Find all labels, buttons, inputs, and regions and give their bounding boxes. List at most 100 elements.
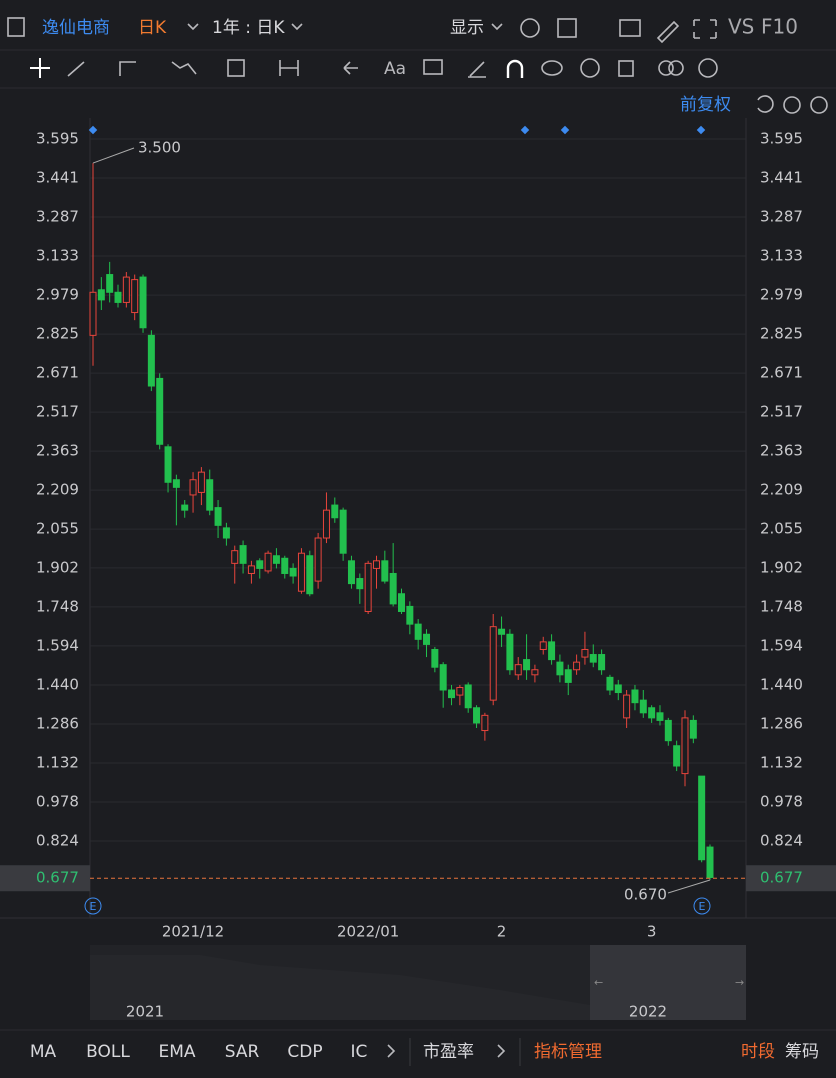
candle-body — [581, 648, 589, 658]
y-tick-label-right: 2.671 — [760, 364, 803, 382]
x-tick-label: 2021/12 — [162, 923, 224, 941]
adjust-mode[interactable]: 前复权 — [680, 95, 731, 115]
fullscreen-icon[interactable] — [693, 19, 717, 39]
y-tick-label-right: 1.748 — [760, 597, 803, 615]
y-tick-label: 1.132 — [36, 753, 79, 771]
dropdown-arrow[interactable] — [187, 23, 199, 31]
link-tool[interactable] — [658, 60, 674, 76]
candle-body — [231, 550, 239, 564]
candle-body — [506, 633, 514, 671]
candle-body — [97, 289, 105, 301]
indicator-tab[interactable]: EMA — [158, 1042, 195, 1062]
vs-button[interactable]: VS — [728, 15, 754, 39]
y-tick-label-right: 2.055 — [760, 520, 803, 538]
candle-body — [114, 291, 122, 303]
session-tab[interactable]: 时段 — [741, 1042, 775, 1062]
delete-tool[interactable] — [618, 60, 634, 77]
candle-body — [664, 719, 672, 742]
high-label: 3.500 — [138, 139, 181, 157]
navigator-handle[interactable]: ← — [594, 976, 603, 989]
last-price-label: 0.677 — [36, 869, 79, 887]
candle-body — [214, 507, 222, 526]
y-tick-label: 1.902 — [36, 558, 79, 576]
polyline-tool[interactable] — [119, 61, 136, 76]
y-tick-label-right: 2.517 — [760, 403, 803, 421]
candle-body — [414, 623, 422, 640]
display[interactable]: 显示 — [450, 18, 484, 38]
hide-tool[interactable] — [580, 58, 600, 78]
range[interactable]: 1年 : 日K — [212, 18, 285, 38]
y-tick-label: 3.133 — [36, 247, 79, 265]
camera-icon[interactable] — [619, 19, 641, 37]
tool-settings[interactable] — [698, 58, 718, 78]
y-tick-label: 2.671 — [36, 364, 79, 382]
scroll-arrow[interactable] — [387, 1044, 396, 1058]
zoom-in[interactable] — [810, 96, 828, 114]
settings-icon[interactable] — [520, 18, 540, 38]
indicator-tab[interactable]: IC — [351, 1042, 368, 1062]
candle-body — [606, 676, 614, 691]
wave-tool[interactable] — [171, 61, 197, 75]
fib-tool[interactable] — [227, 59, 245, 77]
event-label[interactable]: E — [699, 900, 706, 913]
move-tool[interactable] — [30, 58, 50, 78]
link-tool[interactable] — [668, 60, 684, 76]
period[interactable]: 日K — [138, 18, 167, 38]
candle-body — [131, 279, 139, 314]
zoom-out[interactable] — [783, 96, 801, 114]
scroll-arrow[interactable] — [497, 1044, 506, 1058]
dropdown-arrow[interactable] — [291, 23, 303, 31]
candle-body — [364, 562, 372, 612]
event-label[interactable]: E — [90, 900, 97, 913]
candle-body — [122, 276, 130, 303]
y-tick-label-right: 2.979 — [760, 286, 803, 304]
event-marker[interactable] — [693, 897, 711, 915]
candle-body — [656, 712, 664, 721]
layout-icon[interactable] — [557, 18, 577, 38]
y-tick-label: 3.441 — [36, 169, 79, 187]
chips-tab[interactable]: 筹码 — [785, 1042, 819, 1062]
candle-body — [623, 694, 631, 719]
candle-body — [464, 684, 472, 709]
candle-body — [439, 664, 447, 691]
candle-body — [181, 504, 189, 511]
arrow-tool[interactable] — [343, 61, 358, 75]
reset-icon[interactable] — [757, 95, 774, 113]
navigator-label: 2021 — [126, 1003, 164, 1021]
indicator-tab[interactable]: MA — [30, 1042, 57, 1062]
menu-icon[interactable] — [7, 17, 25, 37]
indicator-manage[interactable]: 指标管理 — [534, 1042, 602, 1062]
y-tick-label-right: 0.824 — [760, 831, 803, 849]
indicator-tab[interactable]: BOLL — [86, 1042, 130, 1062]
indicator-tab[interactable]: CDP — [287, 1042, 322, 1062]
pen-icon[interactable] — [656, 20, 680, 44]
candle-body — [523, 659, 531, 671]
y-tick-label: 2.979 — [36, 286, 79, 304]
stock-name[interactable]: 逸仙电商 — [42, 18, 110, 38]
magnet-tool[interactable] — [506, 59, 524, 78]
navigator-window[interactable] — [590, 945, 746, 1020]
indicator-tab[interactable]: SAR — [225, 1042, 260, 1062]
dropdown-arrow[interactable] — [491, 23, 503, 31]
f10-button[interactable]: F10 — [761, 15, 798, 39]
candle-body — [548, 641, 556, 661]
candle-body — [589, 654, 597, 663]
candle-body — [314, 537, 322, 582]
note-tool[interactable] — [423, 59, 443, 75]
lock-tool[interactable] — [541, 60, 563, 76]
candle-body — [564, 669, 572, 683]
y-tick-label-right: 1.286 — [760, 714, 803, 732]
measure-tool[interactable] — [279, 60, 299, 76]
pe-tab[interactable]: 市盈率 — [423, 1042, 474, 1062]
eraser-tool[interactable] — [468, 61, 486, 78]
y-tick-label-right: 3.133 — [760, 247, 803, 265]
candle-body — [264, 552, 272, 572]
line-tool[interactable] — [67, 61, 85, 77]
candle-body — [347, 560, 355, 585]
text-tool[interactable]: Aa — [384, 59, 406, 79]
event-marker[interactable] — [84, 897, 102, 915]
candle-body — [156, 377, 164, 445]
navigator-handle[interactable]: → — [735, 976, 744, 989]
